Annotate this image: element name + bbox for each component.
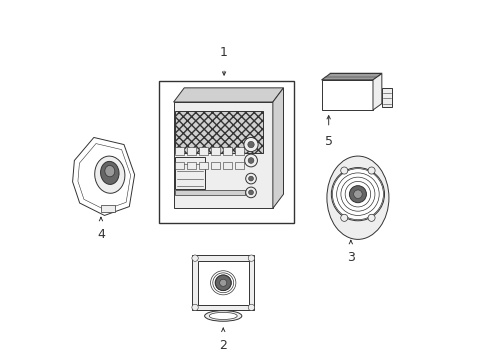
Circle shape: [367, 214, 374, 221]
Ellipse shape: [204, 311, 242, 321]
Bar: [175, 157, 205, 189]
Text: 4: 4: [97, 228, 104, 241]
Bar: [199, 147, 208, 155]
Bar: [211, 147, 220, 155]
Circle shape: [248, 190, 253, 195]
Bar: [187, 147, 196, 155]
Bar: [159, 81, 293, 222]
Ellipse shape: [95, 156, 124, 193]
Bar: [187, 162, 196, 169]
Bar: [223, 162, 231, 169]
Bar: [234, 162, 244, 169]
Circle shape: [349, 186, 366, 203]
Ellipse shape: [101, 161, 119, 184]
Bar: [175, 162, 184, 169]
Text: 3: 3: [346, 251, 354, 264]
Bar: [234, 147, 244, 155]
Bar: [321, 80, 372, 110]
Circle shape: [331, 168, 384, 221]
Bar: [101, 205, 115, 212]
Text: 5: 5: [324, 135, 332, 148]
Circle shape: [215, 275, 230, 291]
Circle shape: [248, 176, 253, 181]
Circle shape: [340, 214, 347, 221]
Circle shape: [244, 138, 258, 152]
Bar: [198, 261, 248, 305]
Circle shape: [191, 255, 198, 261]
Circle shape: [247, 158, 253, 163]
Bar: [175, 111, 262, 153]
Bar: [173, 102, 272, 208]
Bar: [192, 255, 254, 310]
Circle shape: [219, 279, 226, 286]
Ellipse shape: [104, 166, 115, 177]
Text: 1: 1: [220, 46, 227, 59]
Bar: [381, 88, 392, 107]
Bar: [223, 147, 231, 155]
Polygon shape: [72, 138, 134, 215]
Circle shape: [340, 167, 347, 174]
Circle shape: [353, 190, 362, 198]
Circle shape: [245, 173, 256, 184]
Ellipse shape: [326, 156, 388, 239]
Polygon shape: [321, 73, 381, 80]
Circle shape: [248, 304, 254, 311]
Polygon shape: [372, 73, 381, 110]
Circle shape: [247, 141, 254, 148]
Circle shape: [244, 154, 257, 167]
Polygon shape: [173, 88, 283, 102]
Circle shape: [245, 187, 256, 198]
Polygon shape: [272, 88, 283, 208]
Circle shape: [367, 167, 374, 174]
Circle shape: [191, 304, 198, 311]
Bar: [199, 162, 208, 169]
Bar: [211, 162, 220, 169]
Ellipse shape: [209, 312, 237, 319]
Bar: [175, 147, 184, 155]
Bar: [175, 190, 244, 194]
Text: 2: 2: [219, 339, 227, 352]
Circle shape: [248, 255, 254, 261]
